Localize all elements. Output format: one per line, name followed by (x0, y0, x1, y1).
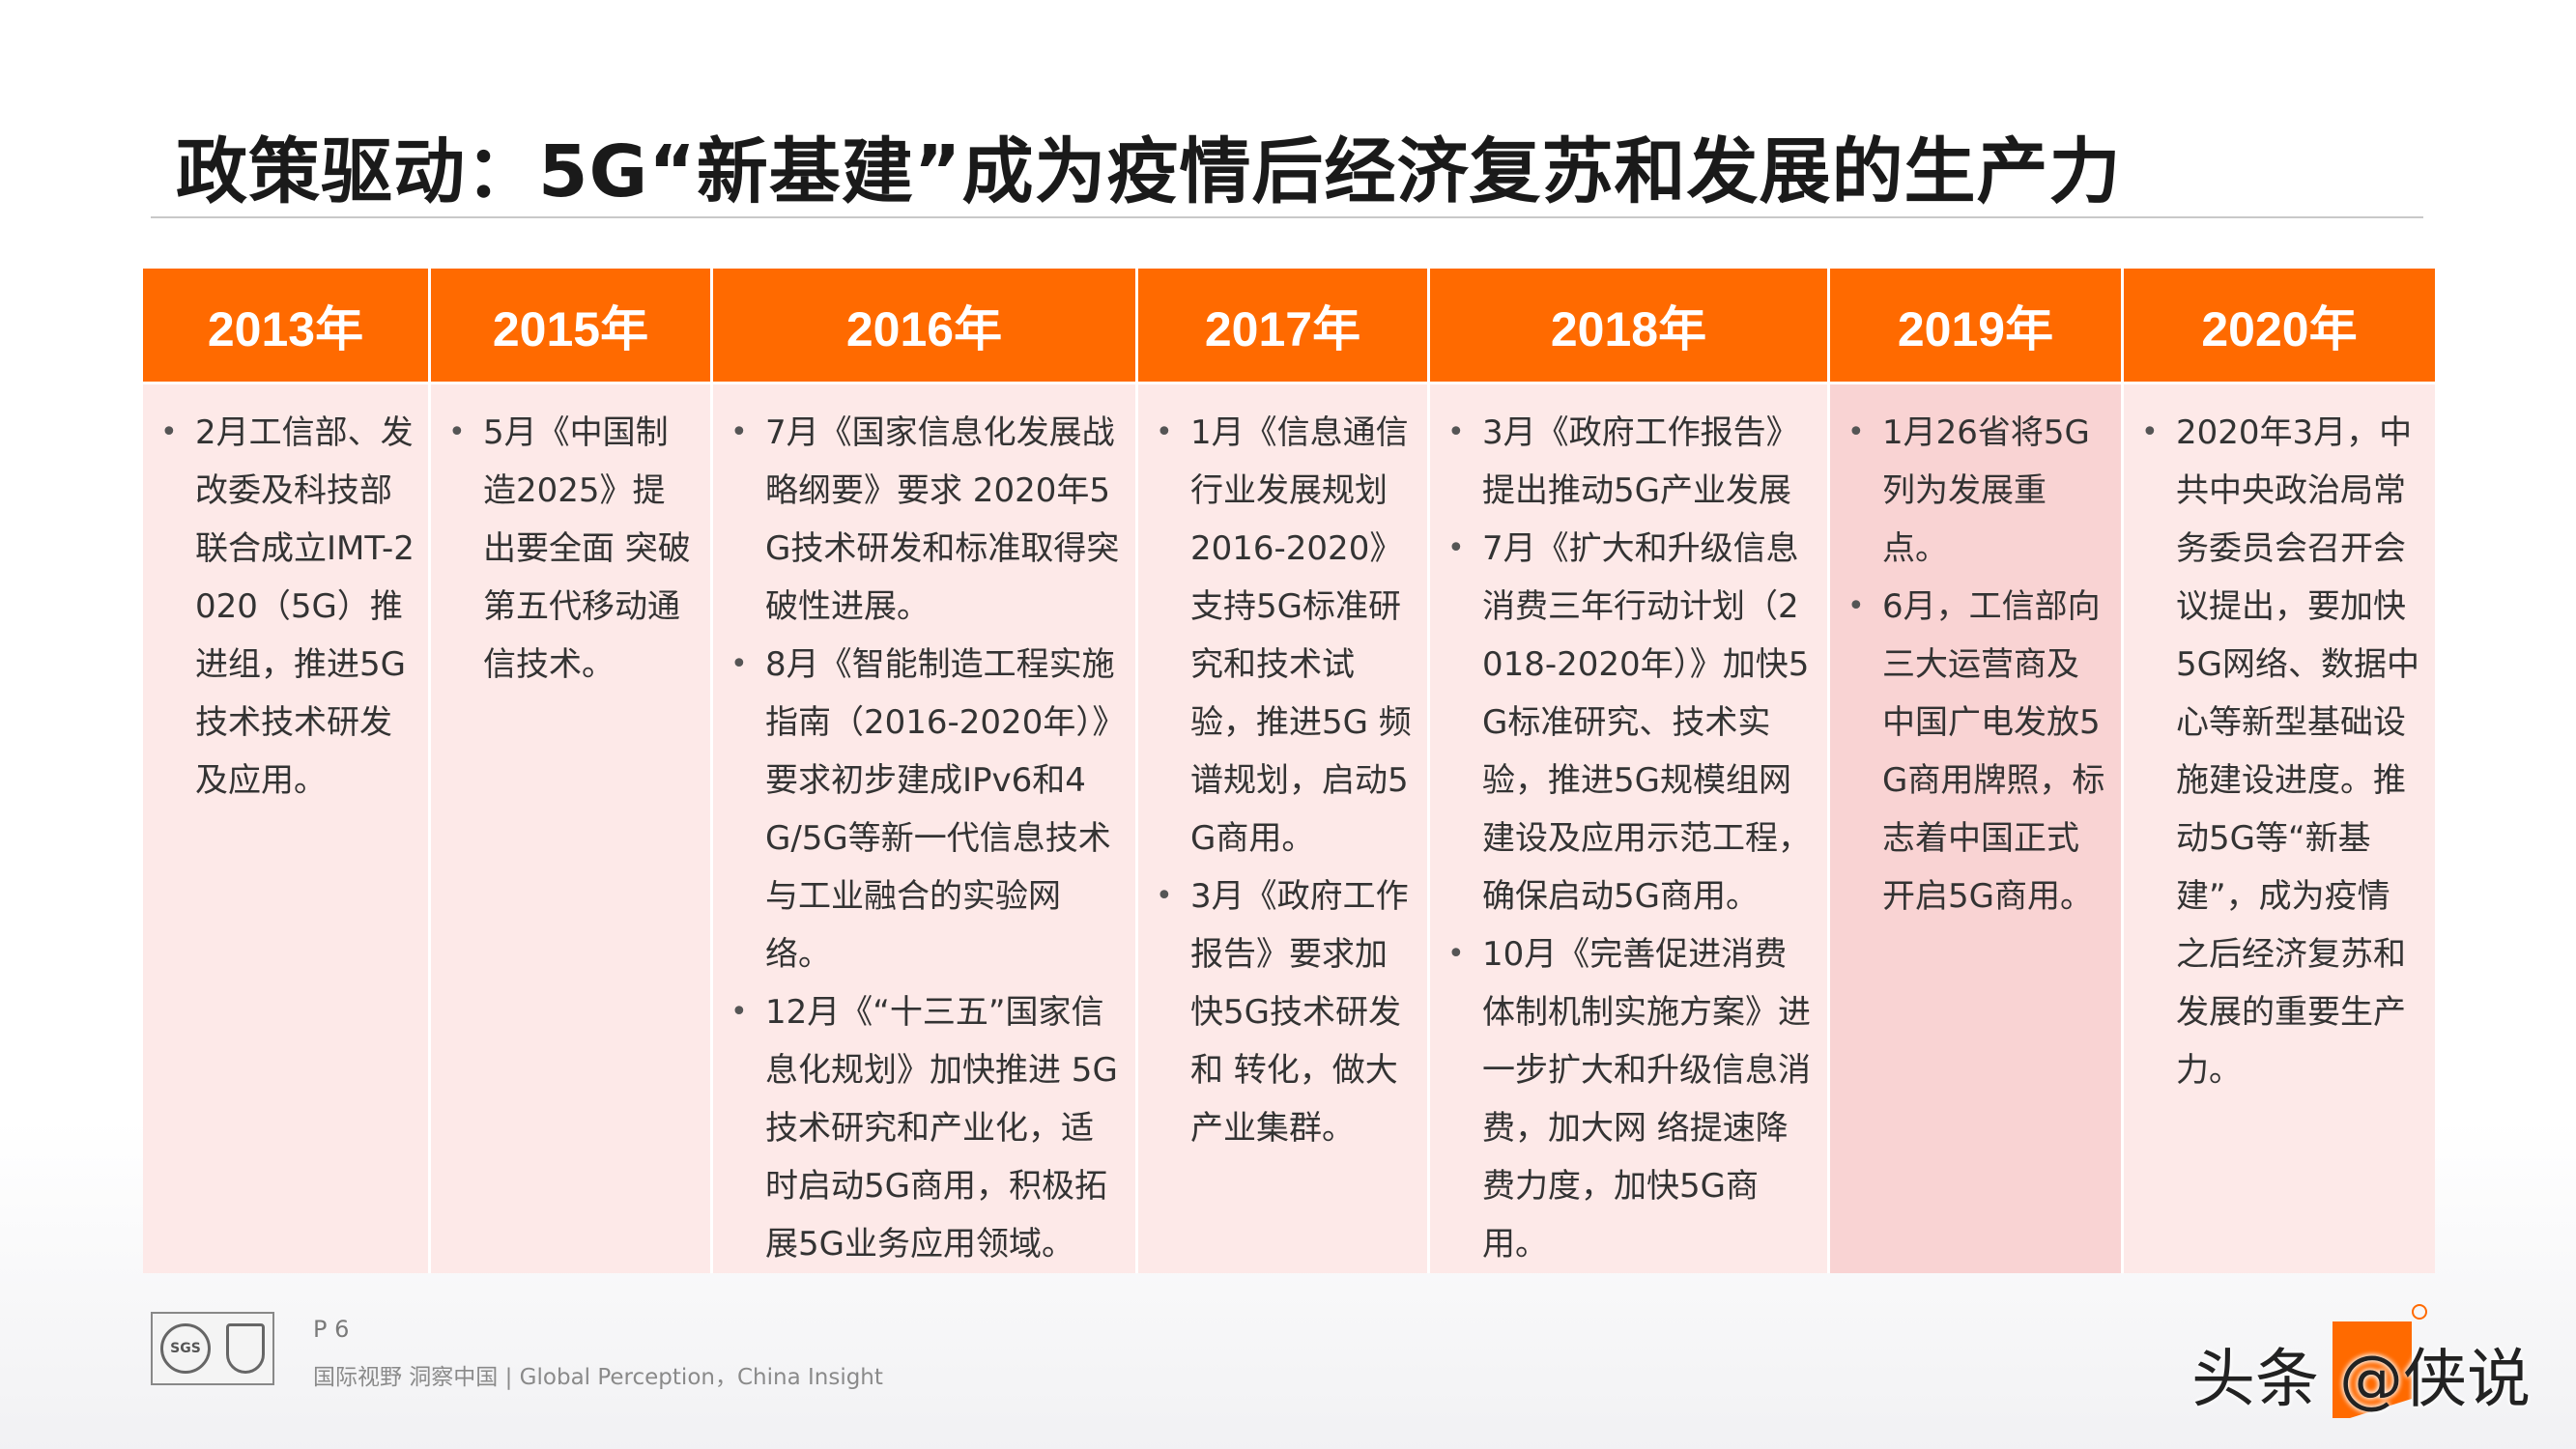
year-header: 2017年 (1138, 269, 1427, 382)
policy-item: 8月《智能制造工程实施指南（2016-2020年）》要求初步建成IPv6和4G/… (727, 636, 1122, 983)
column-body: 1月《信息通信行业发展规划 2016-2020》支持5G标准研究和技术试验，推进… (1138, 382, 1427, 1273)
column-body: 2月工信部、发改委及科技部联合成立IMT-2020（5G）推进组，推进5G技术技… (143, 382, 428, 1273)
watermark-text: 头条 @侠说 (2191, 1342, 2531, 1416)
title-divider (151, 216, 2423, 218)
brand-logo-icon (2333, 1304, 2427, 1418)
policy-item: 3月《政府工作报告》提出推动5G产业发展 (1444, 404, 1814, 520)
column-body: 5月《中国制造2025》提出要全面 突破第五代移动通信技术。 (431, 382, 710, 1273)
timeline-column-2017: 2017年 1月《信息通信行业发展规划 2016-2020》支持5G标准研究和技… (1138, 269, 1430, 1273)
timeline-column-2020: 2020年 2020年3月，中共中央政治局常务委员会召开会议提出，要加快5G网络… (2124, 269, 2435, 1273)
policy-item: 7月《扩大和升级信息消费三年行动计划（2018-2020年）》加快5G标准研究、… (1444, 520, 1814, 925)
year-header: 2018年 (1430, 269, 1827, 382)
year-header: 2015年 (431, 269, 710, 382)
sgs-seal-icon: SGS (160, 1323, 211, 1374)
policy-item: 7月《国家信息化发展战略纲要》要求 2020年5G技术研发和标准取得突破性进展。 (727, 404, 1122, 636)
policy-item: 1月《信息通信行业发展规划 2016-2020》支持5G标准研究和技术试验，推进… (1152, 404, 1414, 867)
ukas-shield-icon (226, 1323, 265, 1374)
year-header: 2013年 (143, 269, 428, 382)
certification-badge: SGS (151, 1312, 274, 1385)
column-body: 7月《国家信息化发展战略纲要》要求 2020年5G技术研发和标准取得突破性进展。… (713, 382, 1135, 1273)
registered-mark-icon (2412, 1304, 2427, 1320)
year-header: 2020年 (2124, 269, 2435, 382)
logo-shape (2333, 1321, 2412, 1418)
policy-item: 3月《政府工作报告》要求加快5G技术研发和 转化，做大产业集群。 (1152, 867, 1414, 1157)
footer-slogan: 国际视野 洞察中国 | Global Perception，China Insi… (313, 1365, 883, 1390)
timeline-column-2019: 2019年 1月26省将5G列为发展重点。 6月，工信部向三大运营商及中国广电发… (1830, 269, 2124, 1273)
page-title: 政策驱动：5G“新基建”成为疫情后经济复苏和发展的生产力 (176, 130, 2122, 213)
policy-item: 1月26省将5G列为发展重点。 (1844, 404, 2107, 578)
timeline-column-2018: 2018年 3月《政府工作报告》提出推动5G产业发展 7月《扩大和升级信息消费三… (1430, 269, 1830, 1273)
policy-item: 10月《完善促进消费体制机制实施方案》进一步扩大和升级信息消费，加大网 络提速降… (1444, 925, 1814, 1273)
year-header: 2019年 (1830, 269, 2121, 382)
timeline-column-2013: 2013年 2月工信部、发改委及科技部联合成立IMT-2020（5G）推进组，推… (143, 269, 431, 1273)
year-header: 2016年 (713, 269, 1135, 382)
policy-item: 6月，工信部向三大运营商及中国广电发放5G商用牌照，标志着中国正式开启5G商用。 (1844, 578, 2107, 925)
column-body: 3月《政府工作报告》提出推动5G产业发展 7月《扩大和升级信息消费三年行动计划（… (1430, 382, 1827, 1273)
policy-item: 5月《中国制造2025》提出要全面 突破第五代移动通信技术。 (444, 404, 697, 694)
column-body: 2020年3月，中共中央政治局常务委员会召开会议提出，要加快5G网络、数据中心等… (2124, 382, 2435, 1273)
timeline-column-2016: 2016年 7月《国家信息化发展战略纲要》要求 2020年5G技术研发和标准取得… (713, 269, 1138, 1273)
timeline-column-2015: 2015年 5月《中国制造2025》提出要全面 突破第五代移动通信技术。 (431, 269, 713, 1273)
page-number: P 6 (313, 1316, 350, 1343)
policy-item: 12月《“十三五”国家信息化规划》加快推进 5G 技术研究和产业化，适时启动5G… (727, 983, 1122, 1273)
policy-timeline: 2013年 2月工信部、发改委及科技部联合成立IMT-2020（5G）推进组，推… (143, 269, 2435, 1273)
policy-item: 2020年3月，中共中央政治局常务委员会召开会议提出，要加快5G网络、数据中心等… (2137, 404, 2421, 1099)
column-body-highlighted: 1月26省将5G列为发展重点。 6月，工信部向三大运营商及中国广电发放5G商用牌… (1830, 382, 2121, 1273)
policy-item: 2月工信部、发改委及科技部联合成立IMT-2020（5G）推进组，推进5G技术技… (157, 404, 415, 810)
